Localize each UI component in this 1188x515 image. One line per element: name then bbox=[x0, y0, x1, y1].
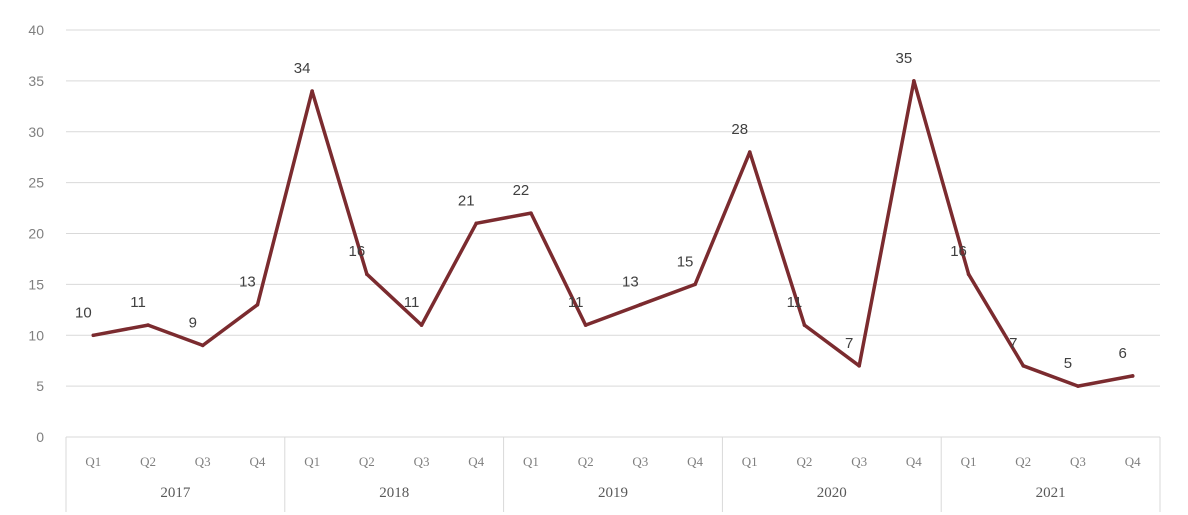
data-point bbox=[146, 323, 150, 327]
x-tick-label-quarter: Q2 bbox=[578, 454, 594, 469]
x-tick-label-quarter: Q4 bbox=[687, 454, 703, 469]
data-point bbox=[365, 272, 369, 277]
data-label: 11 bbox=[568, 294, 584, 311]
data-point bbox=[802, 323, 807, 327]
x-tick-label-quarter: Q3 bbox=[1070, 454, 1086, 469]
data-point bbox=[583, 323, 588, 327]
data-point bbox=[693, 282, 697, 287]
data-label: 11 bbox=[130, 294, 146, 311]
data-point bbox=[474, 221, 479, 226]
x-tick-label-quarter: Q2 bbox=[359, 454, 375, 469]
y-tick-label: 0 bbox=[36, 429, 44, 445]
data-point bbox=[638, 302, 643, 307]
x-tick-label-year: 2017 bbox=[160, 485, 191, 501]
x-tick-label-quarter: Q1 bbox=[85, 454, 101, 469]
x-tick-label-quarter: Q1 bbox=[523, 454, 539, 469]
x-tick-label-quarter: Q4 bbox=[1125, 454, 1141, 469]
x-tick-label-year: 2018 bbox=[379, 485, 409, 501]
x-tick-label-quarter: Q4 bbox=[468, 454, 484, 469]
data-label: 6 bbox=[1118, 345, 1126, 362]
x-tick-label-year: 2021 bbox=[1036, 485, 1066, 501]
data-point bbox=[1130, 374, 1135, 378]
x-tick-label-quarter: Q3 bbox=[851, 454, 867, 469]
data-point bbox=[1076, 384, 1080, 388]
x-tick-label-quarter: Q2 bbox=[1015, 454, 1031, 469]
y-tick-label: 30 bbox=[28, 124, 44, 140]
y-tick-label: 20 bbox=[28, 226, 44, 242]
y-tick-label: 35 bbox=[28, 73, 44, 89]
data-point bbox=[1021, 363, 1026, 368]
data-point bbox=[747, 150, 752, 154]
x-tick-label-quarter: Q2 bbox=[140, 454, 156, 469]
data-label: 16 bbox=[950, 243, 967, 260]
x-tick-label-year: 2020 bbox=[817, 485, 847, 501]
data-label: 22 bbox=[513, 182, 530, 199]
data-point bbox=[255, 302, 260, 307]
data-label: 15 bbox=[677, 253, 694, 270]
x-tick-label-quarter: Q3 bbox=[414, 454, 430, 469]
data-label: 7 bbox=[1009, 335, 1017, 352]
x-tick-label-quarter: Q1 bbox=[742, 454, 758, 469]
data-label: 13 bbox=[239, 274, 256, 291]
data-label: 16 bbox=[349, 243, 366, 260]
y-tick-label: 25 bbox=[28, 175, 44, 191]
data-label: 11 bbox=[404, 294, 420, 311]
x-tick-label-quarter: Q3 bbox=[632, 454, 648, 469]
data-label: 7 bbox=[845, 335, 853, 352]
y-tick-label: 5 bbox=[36, 378, 44, 394]
data-point bbox=[912, 79, 916, 83]
data-label: 35 bbox=[896, 50, 913, 67]
x-tick-label-quarter: Q2 bbox=[797, 454, 813, 469]
data-label: 21 bbox=[458, 192, 475, 209]
series-line bbox=[91, 79, 1135, 388]
data-label: 11 bbox=[787, 294, 803, 311]
data-label: 9 bbox=[189, 314, 197, 331]
data-point bbox=[857, 363, 861, 368]
data-label: 5 bbox=[1064, 355, 1072, 372]
x-tick-label-year: 2019 bbox=[598, 485, 628, 501]
data-label: 28 bbox=[731, 121, 748, 138]
x-tick-label-quarter: Q4 bbox=[906, 454, 922, 469]
y-tick-label: 15 bbox=[28, 276, 44, 292]
data-point bbox=[966, 272, 971, 277]
y-tick-label: 10 bbox=[28, 327, 44, 343]
data-label: 13 bbox=[622, 274, 639, 291]
data-point bbox=[310, 89, 314, 93]
data-point bbox=[200, 343, 205, 348]
x-tick-label-quarter: Q1 bbox=[961, 454, 977, 469]
data-point bbox=[529, 211, 533, 215]
x-tick-label-quarter: Q1 bbox=[304, 454, 320, 469]
y-tick-label: 40 bbox=[28, 22, 44, 38]
data-label: 34 bbox=[294, 60, 311, 77]
data-point bbox=[419, 323, 424, 327]
data-label: 10 bbox=[75, 304, 92, 321]
data-point bbox=[91, 333, 96, 338]
x-tick-label-quarter: Q4 bbox=[250, 454, 266, 469]
x-tick-label-quarter: Q3 bbox=[195, 454, 211, 469]
